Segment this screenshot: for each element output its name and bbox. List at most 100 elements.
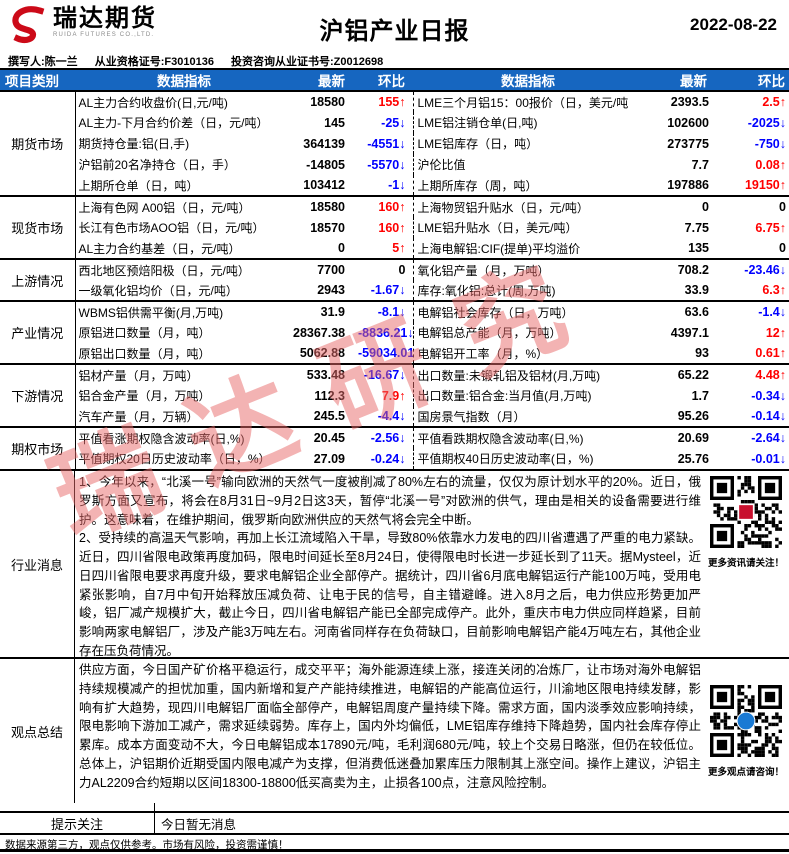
industry-news-text: 1、今年以来，“北溪一号”输向欧洲的天然气一度被削减了80%左右的流量，仅仅为原…: [75, 471, 703, 658]
qualification-number: 从业资格证号:F3010136: [94, 56, 214, 68]
change-value: 12↑: [765, 325, 786, 340]
indicator-label: AL主力合约收盘价(日,元/吨): [75, 90, 293, 112]
indicator-label: 平值看跌期权隐含波动率(日,%): [412, 426, 643, 448]
change-value: -0.24↓: [370, 451, 406, 466]
latest-value: 364139: [303, 136, 345, 151]
wechat-qr-code-icon: [710, 476, 782, 553]
notice-message: 今日暂无消息: [161, 817, 237, 832]
indicator-label: 原铝进口数量（月，吨）: [78, 326, 211, 340]
category-label: 期货市场: [0, 90, 76, 196]
table-row: 产业情况 WBMS铝供需平衡(月,万吨) 31.9 -8.1↓ 电解铝社会库存（日，万吨…: [0, 300, 789, 364]
col-header-change2: 环比: [715, 70, 789, 91]
indicator-label: 电解铝开工率（月，%）: [412, 343, 643, 364]
indicator-label: 期货持仓量:铝(日,手): [78, 137, 190, 151]
indicator-label: 出口数量:未锻轧铝及铝材(月,万吨): [412, 363, 643, 385]
change-value: -0.01↓: [751, 451, 786, 466]
table-row: 平值期权20日历史波动率（日，%） 27.09 -0.24↓ 平值期权40日历史波动率…: [0, 448, 789, 469]
indicator-label: WBMS铝供需平衡(月,万吨): [75, 300, 293, 322]
table-row: 上游情况 西北地区预焙阳极（日，元/吨） 7700 0 氧化铝产量（月，万吨） 708.2…: [0, 258, 789, 301]
category-label: 下游情况: [0, 363, 76, 427]
viewpoint-summary-text: 供应方面，今日国产矿价格平稳运行，成交平平；海外能源连续上涨，接连关闭的冶炼厂，…: [75, 659, 703, 803]
paragraph: 1、今年以来，“北溪一号”输向欧洲的天然气一度被削减了80%左右的流量，仅仅为原…: [79, 475, 701, 527]
change-value: 0.61↑: [755, 346, 786, 360]
latest-value: 7.7: [691, 157, 709, 172]
latest-value: 95.26: [677, 409, 709, 423]
disclaimer-note: 数据来源第三方，观点仅供参考。市场有风险，投资需谨慎！: [0, 835, 789, 852]
indicator-label: 平值期权40日历史波动率(日，%): [412, 448, 643, 469]
page-title: 沪铝产业日报: [319, 18, 470, 45]
latest-value: 7700: [293, 258, 358, 280]
latest-value: 197886: [667, 178, 709, 192]
table-row: 现货市场 上海有色网 A00铝（日，元/吨） 18580 160↑ 上海物贸铝升贴水（日…: [0, 195, 789, 259]
latest-value: 28367.38: [293, 325, 346, 340]
latest-value: 145: [324, 115, 345, 130]
latest-value: 18580: [293, 90, 358, 112]
latest-value: 0: [643, 195, 715, 217]
change-value: 0: [779, 241, 786, 255]
latest-value: 102600: [667, 115, 709, 130]
indicator-label: 沪铝前20名净持仓（日，手）: [78, 158, 236, 172]
latest-value: 245.5: [313, 409, 345, 423]
change-value: -1.4↓: [715, 300, 789, 322]
report-header: 瑞达期货 RUIDA FUTURES CO.,LTD. 沪铝产业日报 2022-…: [0, 0, 789, 52]
change-value: -5570↓: [367, 157, 406, 172]
indicator-label: 平值期权20日历史波动率（日，%）: [78, 452, 271, 466]
change-value: 160↑: [358, 195, 413, 217]
paragraph: 供应方面，今日国产矿价格平稳运行，成交平平；海外能源连续上涨，接连关闭的冶炼厂，…: [79, 663, 701, 790]
change-value: -2.64↓: [715, 426, 789, 448]
indicator-table: 项目类别 数据指标 最新 环比 数据指标 最新 环比 期货市场 AL主力合约收盘价…: [0, 70, 789, 469]
indicator-label: 电解铝社会库存（日，万吨）: [412, 300, 643, 322]
latest-value: 65.22: [643, 363, 715, 385]
latest-value: 533.48: [293, 363, 358, 385]
indicator-label: 铝材产量（月，万吨）: [75, 363, 293, 385]
indicator-label: 上期所仓单（日，吨）: [78, 178, 199, 193]
spacer-row: [0, 803, 789, 811]
latest-value: 33.9: [684, 283, 709, 297]
table-row: 原铝进口数量（月，吨） 28367.38 -8836.21↓ 电解铝总产能（月，万吨）…: [0, 322, 789, 343]
latest-value: 273775: [667, 136, 709, 151]
table-row: 下游情况 铝材产量（月，万吨） 533.48 -16.67↓ 出口数量:未锻轧铝及铝材(…: [0, 363, 789, 427]
change-value: 7.9↑: [381, 388, 406, 403]
indicator-label: 电解铝总产能（月，万吨）: [412, 322, 643, 343]
change-value: 6.75↑: [755, 220, 786, 235]
table-row: 一级氧化铝均价（日，元/吨） 2943 -1.67↓ 库存:氧化铝:总计(周,万吨) 3…: [0, 280, 789, 301]
latest-value: 2393.5: [643, 90, 715, 112]
latest-value: 20.69: [643, 426, 715, 448]
latest-value: 25.76: [677, 451, 709, 466]
change-value: -59034.01↓: [358, 346, 413, 360]
indicator-label: 一级氧化铝均价（日，元/吨）: [78, 283, 238, 298]
change-value: -8.1↓: [358, 300, 413, 322]
col-header-change: 环比: [358, 70, 413, 91]
table-row: AL主力-下月合约价差（日，元/吨） 145 -25↓ LME铝注销仓单(日,吨) 10…: [0, 112, 789, 133]
indicator-label: 上海物贸铝升贴水（日，元/吨）: [412, 195, 643, 217]
logo-company-name-en: RUIDA FUTURES CO.,LTD.: [53, 31, 155, 38]
latest-value: 31.9: [293, 300, 358, 322]
change-value: 19150↑: [744, 178, 786, 192]
change-value: -4.4↓: [377, 409, 406, 423]
indicator-label: 氧化铝产量（月，万吨）: [412, 258, 643, 280]
col-header-latest: 最新: [293, 70, 358, 91]
paragraph: 2、受持续的高温天气影响，再加上长江流域陷入干旱，导致80%依靠水力发电的四川省…: [79, 531, 701, 658]
latest-value: 5062.88: [299, 346, 345, 360]
table-row: 沪铝前20名净持仓（日，手） -14805 -5570↓ 沪伦比值 7.7 0.08↑: [0, 154, 789, 175]
indicator-label: 上海有色网 A00铝（日，元/吨）: [75, 195, 293, 217]
report-date: 2022-08-22: [690, 15, 777, 34]
latest-value: 4397.1: [670, 325, 709, 340]
indicator-label: 上海电解铝:CIF(提单)平均溢价: [412, 238, 643, 259]
company-logo: 瑞达期货 RUIDA FUTURES CO.,LTD.: [8, 5, 157, 47]
category-label: 产业情况: [0, 300, 76, 364]
change-value: -25↓: [381, 115, 406, 130]
indicator-label: 长江有色市场AOO铝（日，元/吨）: [78, 221, 265, 235]
change-value: -1↓: [388, 178, 406, 192]
col-header-indicator: 数据指标: [75, 70, 293, 91]
change-value: 4.48↑: [715, 363, 789, 385]
change-value: 6.3↑: [762, 283, 786, 297]
col-header-indicator2: 数据指标: [413, 70, 643, 91]
notice-row: 提示关注 今日暂无消息: [0, 811, 789, 835]
viewpoint-summary-section: 观点总结 供应方面，今日国产矿价格平稳运行，成交平平；海外能源连续上涨，接连关闭…: [0, 657, 789, 803]
change-value: -750↓: [754, 136, 786, 151]
indicator-label: 库存:氧化铝:总计(周,万吨): [412, 280, 643, 301]
latest-value: 1.7: [691, 388, 709, 403]
indicator-label: LME铝注销仓单(日,吨): [412, 112, 643, 133]
